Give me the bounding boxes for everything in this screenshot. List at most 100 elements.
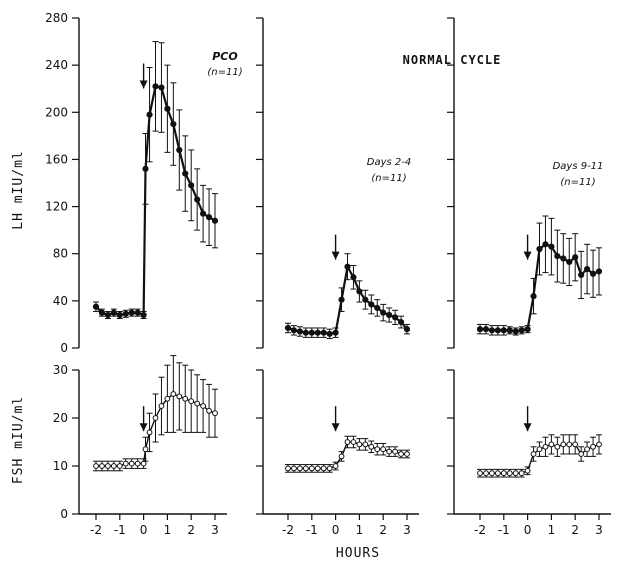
panel-1-data-point — [176, 146, 183, 154]
panel-5-data-point — [404, 451, 410, 457]
panel-3-n-label: (n=11) — [560, 177, 595, 188]
panel-5-data-point — [285, 465, 291, 472]
panel-1-y-tick-label: 160 — [45, 152, 68, 166]
panel-3-data-point — [566, 258, 573, 266]
panel-2-data-point — [397, 318, 405, 326]
fsh-y-axis-title: FSH mIU/ml — [11, 396, 26, 484]
panel-1-group-label: PCO — [212, 50, 238, 63]
panel-6-data-point — [578, 451, 585, 457]
panel-5-x-tick-label: -2 — [282, 523, 294, 537]
panel-4-x-tick-label: 3 — [211, 523, 219, 537]
panel-5-data-point — [291, 465, 297, 472]
panel-4-data-point — [164, 395, 171, 402]
panel-3-arrow-head — [523, 251, 532, 260]
panel-3-data-point — [530, 293, 537, 300]
panel-4-data-point — [170, 391, 177, 397]
panel-6-data-point — [596, 441, 602, 448]
panel-3-data-point — [584, 265, 591, 273]
panel-6-data-point — [536, 446, 543, 453]
panel-3-data-point — [578, 271, 585, 279]
panel-5-data-point — [302, 465, 309, 472]
panel-5-arrow-head — [331, 423, 340, 432]
panel-1-data-point — [152, 83, 159, 90]
panel-1-data-point — [164, 105, 171, 112]
panel-1-y-tick-label: 40 — [53, 294, 68, 308]
panel-3-data-point — [500, 327, 507, 334]
panel-1-y-tick-label: 120 — [45, 200, 68, 214]
panel-3-data-point — [512, 328, 519, 335]
panel-2-n-label: (n=11) — [371, 173, 406, 184]
panel-3-data-point — [506, 327, 513, 334]
panel-1-data-point — [98, 309, 106, 316]
panel-5-data-point — [314, 465, 321, 472]
panel-2-data-point — [356, 288, 363, 295]
panel-1-y-tick-label: 240 — [45, 58, 68, 72]
panel-5-data-point — [398, 451, 404, 457]
panel-4-x-tick-label: 0 — [140, 523, 148, 537]
panel-3-data-point — [572, 254, 579, 261]
panel-1-data-point — [128, 309, 135, 316]
panel-2-data-point — [386, 311, 393, 319]
panel-5-x-tick-label: 2 — [379, 523, 387, 537]
panel-2-data-point — [284, 324, 292, 332]
panel-3-group-label: Days 9-11 — [553, 161, 604, 172]
panel-5-x-tick-label: 3 — [403, 523, 411, 537]
panel-4-data-point — [110, 463, 117, 469]
panel-2-data-point — [403, 326, 411, 333]
panel-6-data-point — [524, 467, 531, 474]
panel-4-data-point — [93, 463, 99, 469]
panel-1-data-point — [211, 217, 219, 224]
panel-5-data-point — [344, 439, 351, 445]
panel-4-x-tick-label: 2 — [187, 523, 195, 537]
x-axis-title: HOURS — [336, 546, 380, 561]
panel-5-x-tick-label: 1 — [356, 523, 364, 537]
panel-1-y-tick-label: 200 — [45, 105, 68, 119]
panel-2-data-point — [344, 263, 351, 270]
panel-5-data-point — [368, 443, 375, 450]
panel-6-data-point — [506, 470, 513, 477]
panel-4-data-point — [142, 446, 149, 453]
panel-4-data-point — [200, 403, 207, 409]
panel-6-data-point — [572, 441, 579, 448]
panel-5-data-point — [332, 463, 339, 469]
panel-5-data-point — [297, 465, 303, 472]
panel-2-data-point — [326, 330, 333, 337]
panel-1-data-point — [116, 311, 123, 319]
panel-1-data-point — [170, 120, 177, 128]
panel-5-data-point — [326, 465, 333, 472]
panel-5-data-point — [320, 465, 327, 472]
panel-6-data-point — [512, 470, 519, 477]
panel-4-y-tick-label: 30 — [53, 363, 68, 377]
panel-6-data-point — [483, 470, 489, 477]
panel-3-data-point — [524, 326, 531, 333]
panel-2-data-point — [362, 296, 369, 303]
panel-4-data-point — [128, 460, 135, 467]
panel-1-data-point — [110, 309, 117, 316]
panel-4-y-tick-label: 10 — [53, 459, 68, 473]
panel-6-x-tick-label: -1 — [498, 523, 510, 537]
panel-2-data-point — [302, 329, 309, 336]
panel-1-data-point — [122, 310, 129, 317]
panel-6-data-point — [548, 441, 555, 448]
panel-1-data-point — [200, 210, 207, 217]
panel-6-data-point — [500, 470, 507, 477]
panel-4-arrow-head — [139, 423, 148, 432]
panel-4-x-tick-label: -1 — [114, 523, 126, 537]
panel-4-data-point — [146, 429, 153, 436]
panel-4-data-point — [122, 460, 129, 467]
panel-4-data-point — [212, 410, 218, 417]
panel-4-data-point — [152, 415, 159, 421]
panel-4-data-point — [158, 403, 165, 409]
panel-1-data-point — [146, 111, 153, 118]
panel-3-data-point — [589, 270, 597, 277]
panel-3-data-point — [518, 327, 525, 334]
panel-3-data-point — [536, 245, 543, 253]
panel-4-data-point — [206, 407, 212, 414]
panel-4-x-tick-label: 1 — [164, 523, 172, 537]
panel-2-group-label: Days 2-4 — [367, 157, 411, 168]
panel-6-data-point — [590, 443, 596, 450]
panel-2-data-point — [374, 304, 381, 312]
panel-5-data-point — [362, 441, 369, 448]
panel-6-x-tick-label: 0 — [524, 523, 532, 537]
